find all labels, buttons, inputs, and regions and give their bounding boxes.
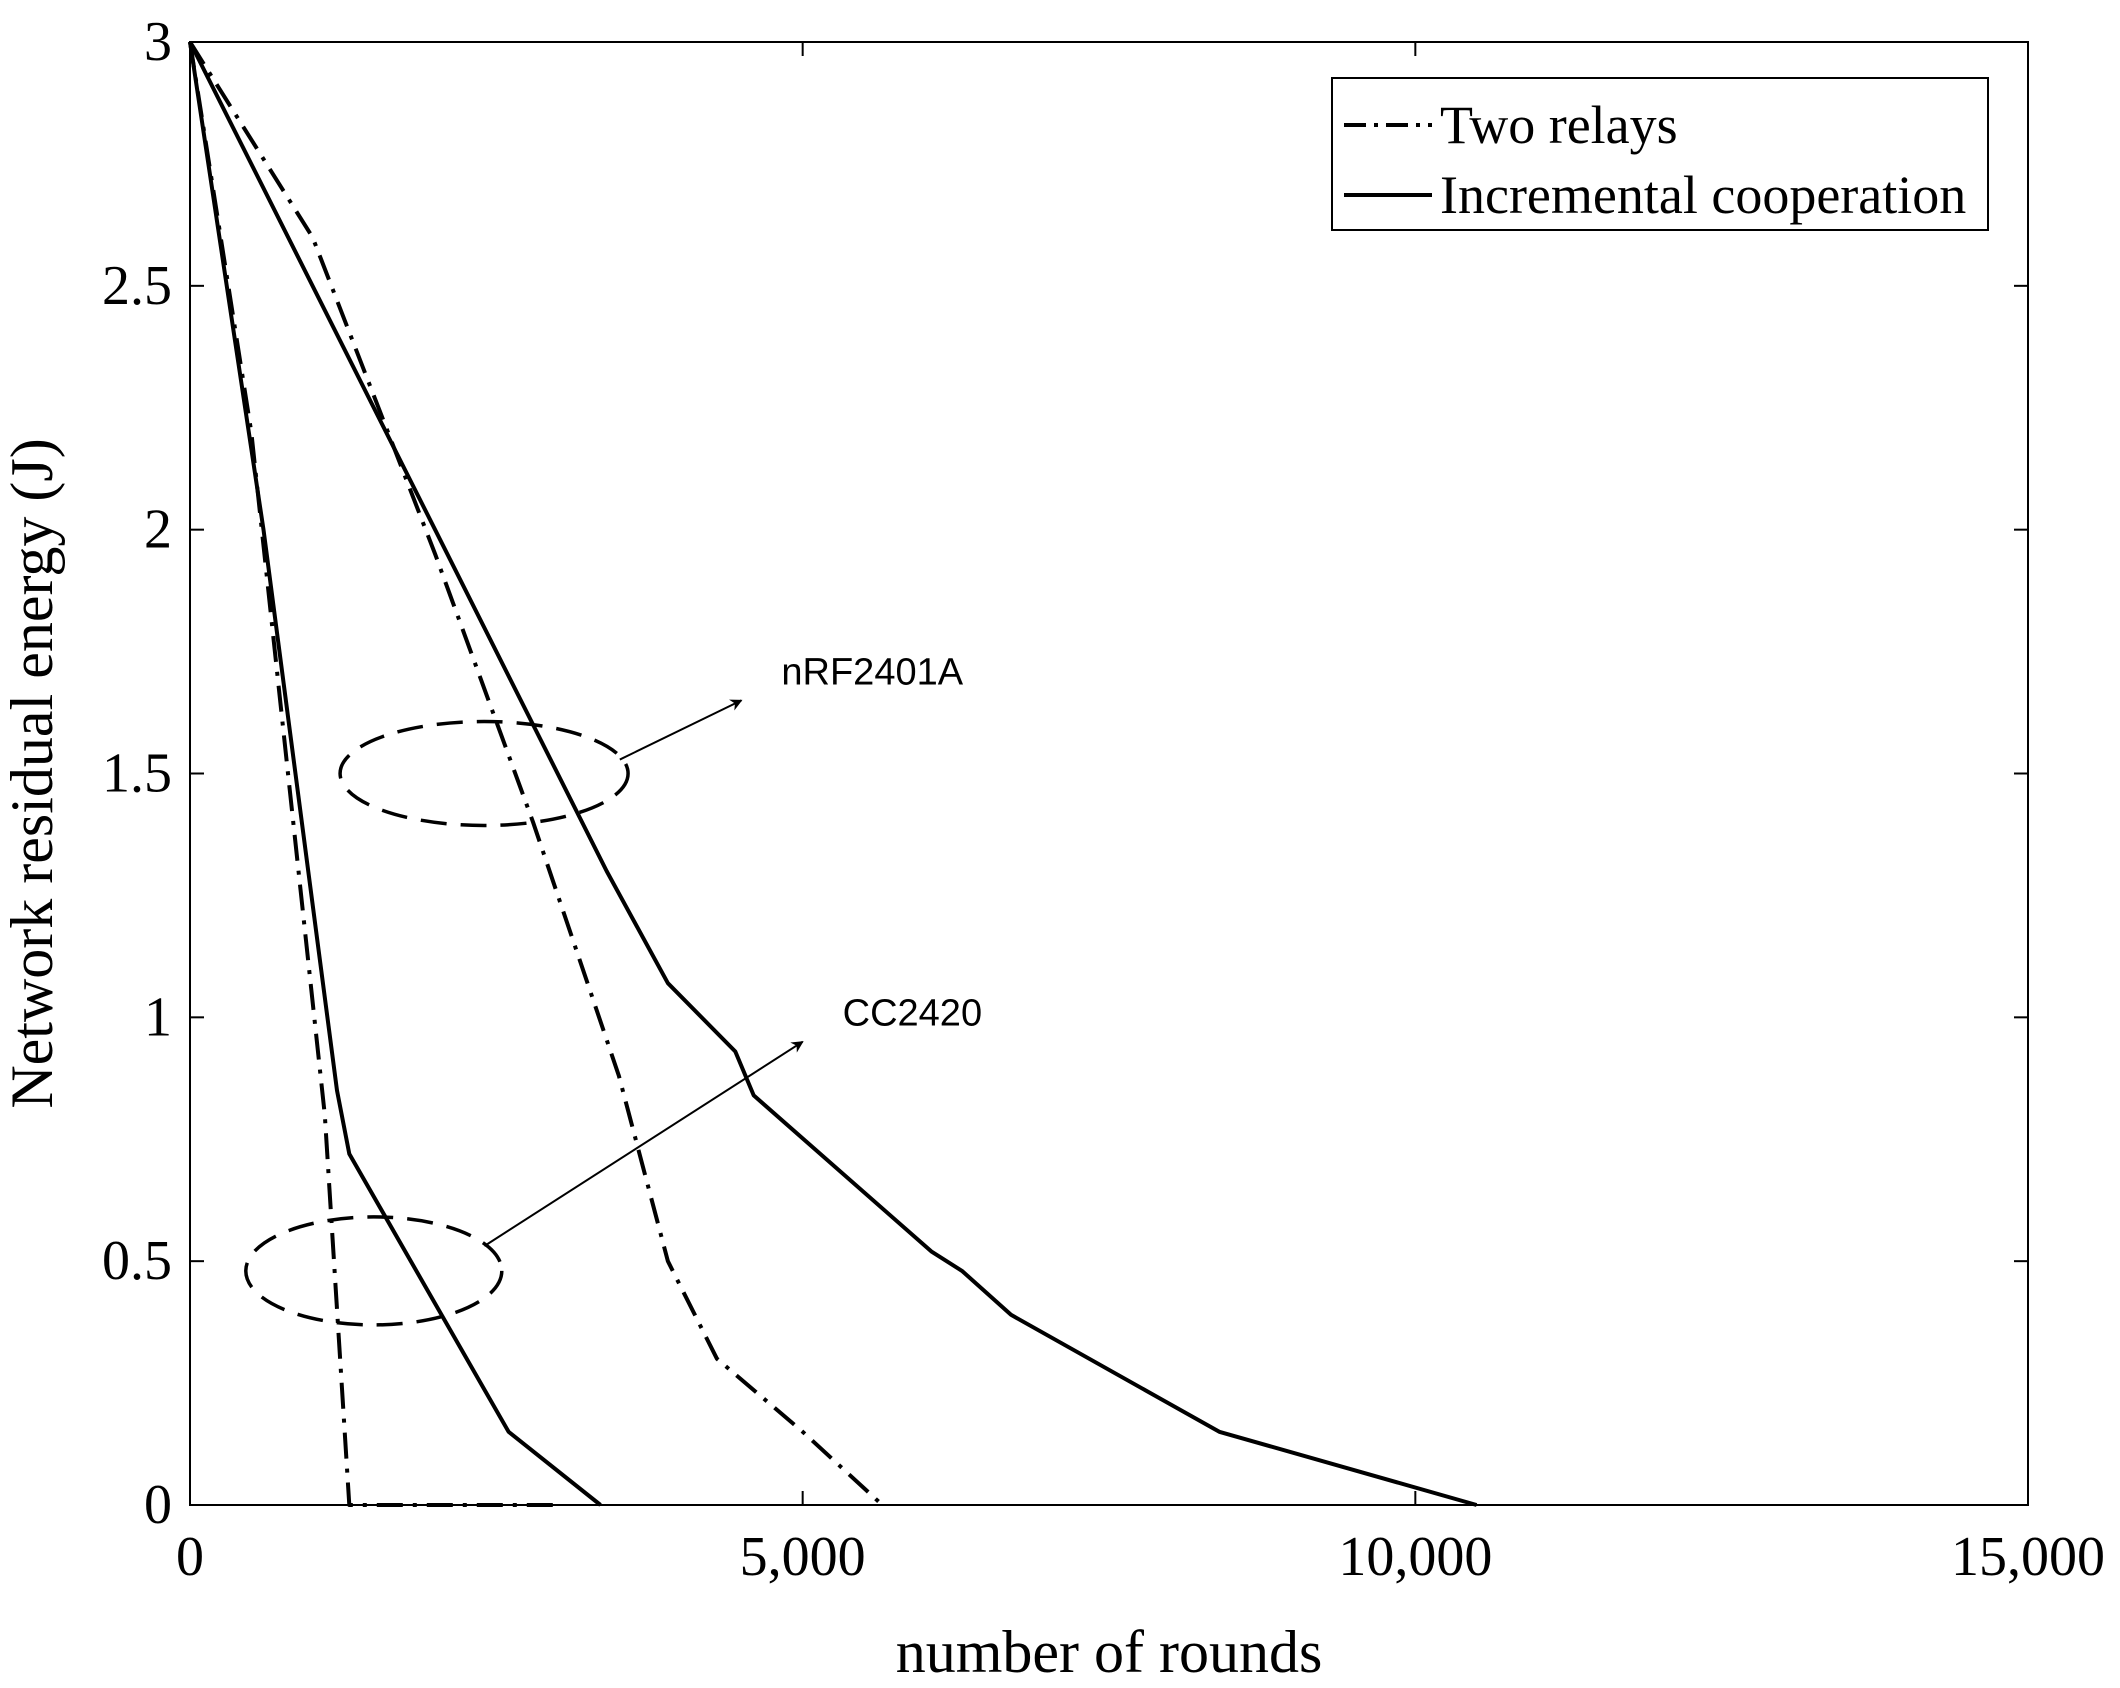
- x-axis-label: number of rounds: [896, 1619, 1323, 1685]
- annotation-ellipse: [338, 719, 630, 828]
- series-line-cc2420-solid: [188, 41, 602, 1507]
- x-tick-label: 0: [176, 1526, 204, 1588]
- series-line-nrf2401a-dashdot: [188, 40, 884, 1507]
- annotation-label: nRF2401A: [781, 651, 963, 693]
- y-tick-label: 2: [144, 499, 172, 561]
- plot-frame: [189, 41, 2029, 1506]
- annotation-layer: nRF2401A CC2420: [244, 651, 982, 1327]
- series-line-cc2420-dashdot: [188, 41, 558, 1507]
- x-tick-label: 10,000: [1338, 1526, 1492, 1588]
- y-axis-label: Network residual energy (J): [0, 438, 65, 1108]
- y-tick-label: 0.5: [102, 1230, 172, 1292]
- y-tick-label: 3: [144, 11, 172, 73]
- legend: Two relays Incremental cooperation: [1331, 77, 1989, 231]
- legend-label: Incremental cooperation: [1440, 165, 1966, 225]
- series-line-nrf2401a-solid: [188, 41, 1478, 1507]
- series-layer: [188, 40, 1478, 1507]
- x-tick-label: 15,000: [1951, 1526, 2105, 1588]
- annotation-arrow: [619, 699, 743, 761]
- annotation-arrow: [483, 1040, 804, 1247]
- annotation-label: CC2420: [843, 993, 982, 1035]
- axis-ticks: 0 5,000 10,000 15,000 0 0.5 1 1.5 2 2.5 3: [102, 11, 2105, 1588]
- legend-label: Two relays: [1440, 95, 1678, 155]
- legend-box: [1331, 77, 1989, 231]
- y-tick-label: 0: [144, 1474, 172, 1536]
- y-tick-label: 1.5: [102, 743, 172, 805]
- y-tick-label: 1: [144, 986, 172, 1048]
- x-tick-label: 5,000: [740, 1526, 866, 1588]
- annotation-ellipse: [244, 1215, 504, 1327]
- y-tick-label: 2.5: [102, 255, 172, 317]
